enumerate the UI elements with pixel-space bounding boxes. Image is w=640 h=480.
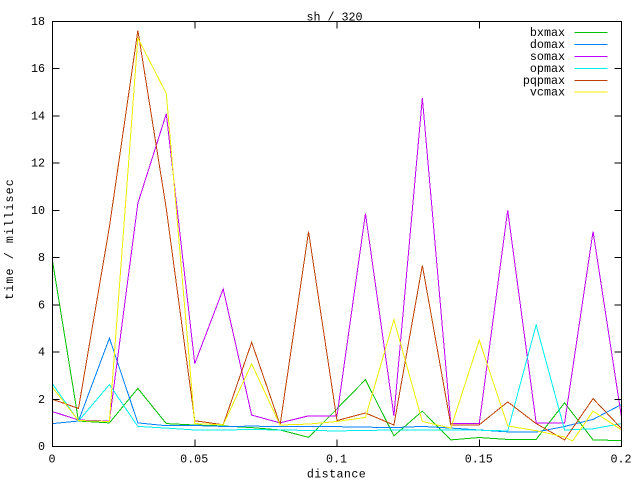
svg-text:4: 4 (38, 346, 45, 360)
svg-text:18: 18 (31, 15, 45, 29)
svg-text:8: 8 (38, 251, 45, 265)
svg-text:domax: domax (530, 38, 565, 52)
svg-text:opmax: opmax (530, 62, 565, 76)
svg-text:sh / 320: sh / 320 (306, 11, 362, 25)
svg-text:pqpmax: pqpmax (523, 74, 565, 88)
svg-text:0.15: 0.15 (465, 453, 493, 467)
svg-text:0: 0 (48, 453, 55, 467)
svg-text:16: 16 (31, 62, 45, 76)
svg-text:time / millisec: time / millisec (3, 178, 17, 300)
svg-text:somax: somax (530, 50, 565, 64)
svg-text:0.05: 0.05 (180, 453, 208, 467)
svg-text:14: 14 (31, 109, 45, 123)
svg-text:distance: distance (307, 468, 366, 480)
svg-text:0: 0 (38, 440, 45, 454)
svg-text:vcmax: vcmax (530, 86, 565, 100)
svg-text:2: 2 (38, 393, 45, 407)
svg-text:0.1: 0.1 (326, 453, 347, 467)
svg-text:6: 6 (38, 298, 45, 312)
svg-text:0.2: 0.2 (610, 453, 631, 467)
svg-text:12: 12 (31, 157, 45, 171)
svg-text:bxmax: bxmax (530, 26, 565, 40)
svg-text:10: 10 (31, 204, 45, 218)
